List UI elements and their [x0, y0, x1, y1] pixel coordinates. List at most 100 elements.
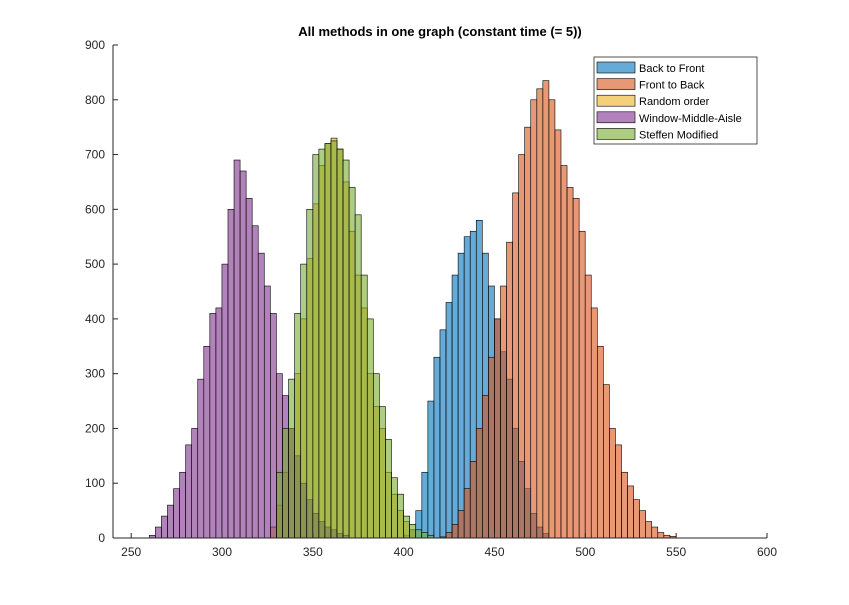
histogram-bar [251, 225, 259, 539]
y-tick-label: 600 [85, 202, 105, 216]
histogram-bar [161, 515, 168, 539]
histogram-bar [433, 356, 441, 539]
legend: Back to Front Front to Back Random order Wi… [593, 56, 758, 145]
histogram-bar [245, 198, 253, 539]
histogram-bar [330, 140, 338, 539]
histogram-bar [318, 148, 326, 539]
histogram-bar [354, 214, 362, 539]
histogram-bar [542, 80, 550, 539]
legend-label: Back to Front [639, 63, 704, 75]
histogram-bar [257, 252, 265, 539]
histogram-bar [360, 274, 368, 539]
histogram-bar [173, 488, 180, 539]
histogram-bar [518, 154, 525, 539]
histogram-bar [578, 230, 586, 539]
histogram-bar [482, 395, 489, 539]
histogram-bar [348, 187, 356, 539]
histogram-bar [324, 143, 332, 539]
histogram-bar [227, 209, 235, 539]
legend-swatch [596, 78, 636, 90]
histogram-bar [530, 99, 538, 539]
histogram-bar [288, 378, 295, 539]
y-tick-label: 500 [85, 257, 105, 271]
legend-swatch [596, 94, 636, 107]
histogram-bar [633, 499, 640, 539]
histogram-bar [197, 378, 205, 539]
histogram-bar [409, 524, 416, 539]
histogram-bar [276, 471, 283, 539]
x-tick-label: 400 [394, 545, 414, 559]
histogram-bar [421, 532, 429, 539]
legend-label: Front to Back [639, 80, 705, 92]
histogram-bar [572, 198, 580, 539]
histogram-bar [451, 524, 459, 539]
chart-title: All methods in one graph (constant time … [298, 24, 582, 39]
legend-swatch [596, 128, 636, 140]
y-tick-label: 100 [85, 476, 105, 490]
histogram-bar [191, 428, 199, 539]
x-tick-label: 600 [757, 545, 777, 559]
histogram-bar [342, 159, 350, 539]
histogram-bar [590, 307, 598, 539]
histogram-bar [403, 515, 410, 539]
histogram-bar [645, 521, 653, 539]
axes: 250 300 350 400 450 500 550 600 0 100 200 300 400 500… [85, 38, 777, 559]
histogram-bar [385, 439, 392, 539]
histogram-bar [506, 241, 513, 539]
y-tick-label: 300 [85, 367, 105, 381]
histogram-bar [179, 471, 186, 539]
histogram-bar [603, 384, 610, 539]
histogram-bar [294, 313, 301, 539]
histogram-bar [566, 187, 574, 539]
histogram-bar [306, 209, 314, 539]
histogram-bar [512, 192, 519, 539]
y-tick-label: 800 [85, 93, 105, 107]
x-tick-label: 500 [575, 545, 595, 559]
histogram-bar [560, 165, 568, 539]
histogram-bar [609, 428, 616, 539]
histogram-bar [451, 274, 459, 539]
x-tick-label: 350 [303, 545, 323, 559]
histogram-bar [185, 444, 192, 539]
histogram-bar [457, 510, 465, 539]
histogram-bar [621, 471, 628, 539]
histogram-bar [488, 356, 495, 539]
histogram-bar [639, 510, 646, 539]
y-tick-label: 700 [85, 148, 105, 162]
histogram-bar [494, 318, 501, 539]
y-tick-label: 400 [85, 312, 105, 326]
histogram-bar [372, 373, 380, 539]
histogram-bar [415, 529, 422, 539]
histogram-bar [554, 129, 562, 539]
histogram-bar [366, 318, 374, 539]
histogram-bar [397, 493, 404, 539]
histogram-bar [155, 526, 162, 539]
histogram-bar [221, 263, 229, 539]
histogram-bar [524, 126, 532, 539]
histogram-bar [445, 302, 453, 539]
legend-swatch [596, 61, 636, 74]
histogram-bar [215, 307, 223, 539]
histogram-bar [209, 313, 217, 539]
histogram-bar [427, 400, 435, 539]
histogram-bar [475, 428, 483, 539]
histogram-bar [627, 485, 634, 539]
histogram-bar [300, 263, 308, 539]
histogram-bar [282, 428, 289, 539]
histogram-bar [596, 345, 604, 539]
legend-label: Random order [639, 96, 710, 108]
histogram-bar [239, 170, 247, 539]
x-tick-label: 250 [121, 545, 141, 559]
histogram-bar [584, 274, 592, 539]
legend-swatch [596, 111, 636, 124]
histogram-bar [657, 532, 665, 539]
legend-label: Window-Middle-Aisle [639, 113, 742, 125]
histogram-bar [421, 471, 429, 539]
histogram-bar [263, 285, 271, 539]
histogram-bar [391, 477, 398, 539]
histogram-bar [651, 526, 659, 539]
y-tick-label: 0 [98, 531, 105, 545]
legend-label: Steffen Modified [639, 129, 718, 141]
x-tick-label: 300 [212, 545, 232, 559]
